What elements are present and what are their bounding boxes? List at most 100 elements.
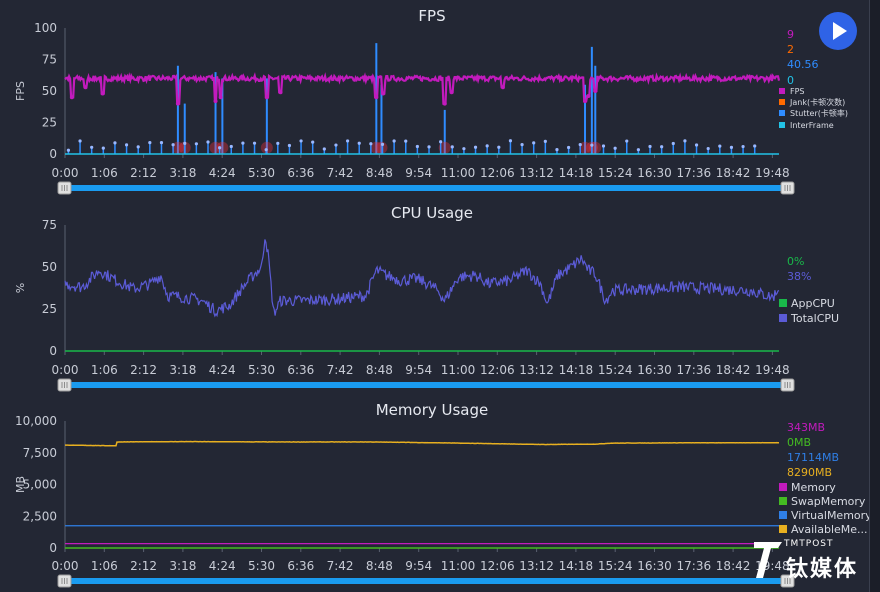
mem-y-tick-label: 10,000: [15, 414, 57, 428]
jank-marker: [260, 141, 273, 154]
stutter-point: [392, 139, 396, 143]
jank-marker: [171, 141, 184, 154]
mem-zoom-slider-track[interactable]: [64, 578, 794, 584]
cpu-y-tick-label: 50: [42, 260, 57, 274]
cpu-y-axis-label: %: [14, 283, 27, 293]
stutter-point: [555, 148, 559, 152]
stutter-point: [671, 141, 675, 146]
mem-y-tick-label: 5,000: [23, 478, 57, 492]
mem-x-tick-label: 13:12: [519, 559, 554, 573]
stutter-point: [136, 145, 140, 149]
fps-dip-point: [264, 95, 269, 100]
stutter-point: [183, 141, 187, 145]
stutter-point: [508, 139, 513, 143]
jank-marker: [579, 141, 592, 154]
play-icon: [833, 22, 847, 40]
cpu-zoom-slider-track[interactable]: [64, 382, 794, 388]
fps-legend-entry: FPS: [790, 87, 805, 96]
stutter-point: [334, 143, 338, 147]
fps-dip-point: [583, 99, 588, 104]
stutter-point: [206, 140, 210, 144]
fps-x-tick-label: 12:06: [480, 166, 515, 180]
mem-x-tick-label: 4:24: [209, 559, 236, 573]
fps-current-value: 40.56: [787, 58, 819, 71]
cpu-y-tick-label: 75: [42, 218, 57, 232]
cpu-legend-swatch: [779, 299, 787, 307]
mem-x-tick-label: 12:06: [480, 559, 515, 573]
mem-x-tick-label: 8:48: [366, 559, 393, 573]
stutter-point: [625, 139, 629, 143]
stutter-point: [427, 145, 431, 149]
fps-legend-entry: Jank(卡顿次数): [789, 97, 845, 107]
fps-zoom-slider-track[interactable]: [64, 185, 794, 191]
fps-x-tick-label: 0:00: [52, 166, 79, 180]
cpu-y-tick-label: 0: [49, 344, 57, 358]
cpu-x-tick-label: 0:00: [52, 363, 79, 377]
fps-x-tick-label: 8:48: [366, 166, 393, 180]
fps-legend-swatch: [779, 88, 785, 94]
fps-y-tick-label: 25: [42, 116, 57, 130]
fps-dip-point: [381, 91, 386, 96]
cpu-x-tick-label: 7:42: [327, 363, 354, 377]
cpu-x-tick-label: 11:00: [441, 363, 476, 377]
jank-marker: [438, 141, 451, 154]
fps-y-tick-label: 0: [49, 147, 57, 161]
stutter-point: [543, 139, 547, 143]
fps-x-tick-label: 18:42: [716, 166, 751, 180]
fps-dip-point: [593, 89, 598, 93]
cpu-y-tick-label: 25: [42, 302, 57, 316]
stutter-point: [101, 146, 105, 150]
jank-marker: [589, 141, 602, 154]
fps-x-tick-label: 9:54: [405, 166, 432, 180]
fps-dip-point: [500, 85, 505, 90]
mem-legend-swatch: [779, 497, 787, 505]
mem-x-tick-label: 5:30: [248, 559, 275, 573]
fps-dip-point: [175, 101, 180, 106]
fps-x-tick-label: 19:48: [755, 166, 790, 180]
mem-x-tick-label: 1:06: [91, 559, 118, 573]
stutter-point: [322, 147, 326, 151]
mem-y-tick-label: 0: [49, 541, 57, 555]
stutter-point: [660, 145, 664, 149]
stutter-point: [252, 141, 257, 145]
jank-marker: [375, 141, 388, 154]
stutter-point: [485, 144, 489, 148]
mem-y-tick-label: 7,500: [23, 446, 57, 460]
cpu-x-tick-label: 13:12: [519, 363, 554, 377]
stutter-point: [124, 143, 129, 147]
page-scrollbar[interactable]: [869, 0, 880, 592]
mem-x-tick-label: 11:00: [441, 559, 476, 573]
fps-x-tick-label: 14:18: [559, 166, 594, 180]
mem-legend-swatch: [779, 483, 787, 491]
mem-current-value: 343MB: [787, 421, 825, 434]
stutter-point: [264, 148, 268, 152]
mem-x-tick-label: 2:12: [130, 559, 157, 573]
mem-legend-entry: VirtualMemory: [791, 509, 872, 522]
play-button[interactable]: [819, 12, 857, 50]
fps-chart-title: FPS: [418, 7, 445, 25]
cpu-x-tick-label: 8:48: [366, 363, 393, 377]
available-memory-line: [65, 440, 780, 447]
fps-dip-point: [374, 95, 379, 100]
fps-dip-point: [586, 94, 591, 99]
cpu-chart-title: CPU Usage: [391, 204, 473, 222]
stutter-point: [718, 144, 722, 148]
jank-marker: [209, 141, 222, 154]
stutter-point: [648, 144, 652, 149]
fps-x-tick-label: 15:24: [598, 166, 633, 180]
stutter-point: [276, 141, 280, 145]
totalcpu-line: [64, 239, 780, 318]
cpu-x-tick-label: 17:36: [677, 363, 712, 377]
stutter-point: [683, 139, 687, 143]
mem-x-tick-label: 14:18: [559, 559, 594, 573]
cpu-current-value: 38%: [787, 270, 811, 283]
stutter-point: [194, 142, 198, 146]
mem-current-value: 0MB: [787, 436, 811, 449]
fps-x-tick-label: 4:24: [209, 166, 236, 180]
tmtpost-logo-icon: [754, 542, 782, 578]
stutter-point: [497, 145, 501, 149]
mem-x-tick-label: 3:18: [169, 559, 196, 573]
fps-legend-entry: Stutter(卡顿率): [790, 108, 848, 118]
mem-current-value: 17114MB: [787, 451, 839, 464]
